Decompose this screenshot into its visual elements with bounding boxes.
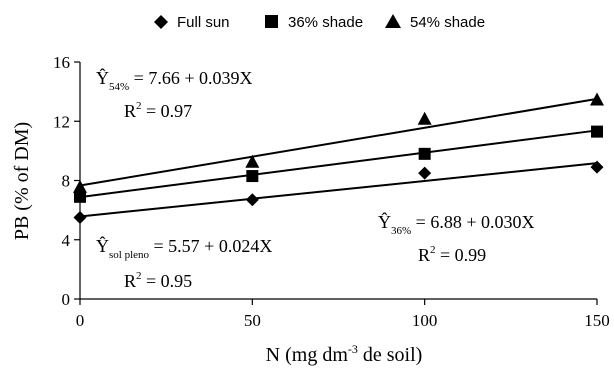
data-markers [73, 92, 604, 225]
eq36-r2-label: R [418, 245, 430, 265]
point-full-sun-50 [245, 193, 259, 207]
eqsol-subscript: sol pleno [109, 249, 150, 261]
point-36-shade-100 [418, 147, 431, 160]
fit-line-full-sun [79, 162, 598, 218]
fit-lines [79, 97, 598, 218]
x-axis-title-part2: de soil) [358, 344, 422, 366]
eq36-r2-exp: 2 [430, 244, 436, 256]
legend-label-full-sun: Full sun [177, 14, 230, 31]
eqsol-equation: Ŷsol pleno = 5.57 + 0.024X [96, 235, 272, 261]
legend-diamond-marker [154, 15, 168, 29]
eq54-r2-label: R [124, 101, 136, 121]
point-54-shade-0 [73, 179, 87, 193]
eq54-subscript: 54% [109, 81, 129, 93]
legend-label-36-shade: 36% shade [288, 14, 363, 31]
y-tick-label-4: 4 [62, 231, 71, 250]
eq54-r2-exp: 2 [136, 100, 142, 112]
eq36-formula: = 6.88 + 0.030X [411, 212, 534, 232]
eq54-yhat: Ŷ [96, 67, 109, 88]
point-54-shade-50 [245, 154, 260, 168]
point-54-shade-150 [590, 92, 604, 106]
annotation-eq54: Ŷ54% = 7.66 + 0.039X R2 = 0.97 [96, 67, 252, 121]
point-full-sun-0 [73, 211, 87, 225]
legend-label-54-shade: 54% shade [410, 14, 485, 31]
point-36-shade-150 [591, 125, 603, 138]
x-tick-label-0: 0 [76, 311, 85, 330]
fit-line-36-shade [79, 129, 598, 199]
eqsol-yhat: Ŷ [96, 235, 109, 256]
eqsol-formula: = 5.57 + 0.024X [149, 236, 272, 256]
fit-line-54-shade [79, 97, 598, 187]
eqsol-r2-value: = 0.95 [142, 271, 193, 291]
ticks [74, 61, 598, 305]
eq36-yhat: Ŷ [378, 211, 391, 232]
y-tick-label-0: 0 [62, 290, 71, 309]
annotation-eq36: Ŷ36% = 6.88 + 0.030X R2 = 0.99 [378, 211, 534, 265]
point-54-shade-100 [417, 111, 432, 125]
annotation-eqsol: Ŷsol pleno = 5.57 + 0.024X R2 = 0.95 [96, 235, 272, 291]
legend: Full sun 36% shade 54% shade [154, 14, 485, 31]
eq54-formula: = 7.66 + 0.039X [129, 68, 252, 88]
x-tick-label-50: 50 [244, 311, 261, 330]
legend-triangle-marker [385, 14, 401, 28]
eq36-r2-value: = 0.99 [436, 245, 487, 265]
legend-square-marker [265, 15, 278, 28]
y-tick-label-12: 12 [53, 112, 70, 131]
point-full-sun-150 [590, 160, 604, 174]
x-tick-label-150: 150 [584, 311, 610, 330]
eq36-equation: Ŷ36% = 6.88 + 0.030X [378, 211, 534, 237]
point-full-sun-100 [418, 166, 432, 180]
y-tick-label-16: 16 [53, 53, 70, 72]
point-36-shade-50 [246, 170, 259, 183]
eqsol-r2-label: R [124, 271, 136, 291]
x-axis-title-exponent: -3 [348, 342, 358, 356]
x-axis-title-part1: N (mg dm [266, 344, 349, 366]
point-36-shade-0 [74, 190, 86, 203]
y-tick-label-8: 8 [62, 172, 71, 191]
eq36-r2: R2 = 0.99 [418, 244, 486, 265]
x-tick-label-100: 100 [412, 311, 438, 330]
eqsol-r2-exp: 2 [136, 270, 142, 282]
eq54-equation: Ŷ54% = 7.66 + 0.039X [96, 67, 252, 93]
eq36-subscript: 36% [391, 225, 411, 237]
eqsol-r2: R2 = 0.95 [124, 270, 192, 291]
eq54-r2: R2 = 0.97 [124, 100, 192, 121]
eq54-r2-value: = 0.97 [142, 101, 193, 121]
axes [79, 62, 597, 300]
x-axis-title: N (mg dm-3 de soil) [266, 342, 423, 366]
tick-labels: 0 4 8 12 16 0 50 100 150 [53, 53, 610, 330]
y-axis-title: PB (% of DM) [11, 122, 33, 240]
